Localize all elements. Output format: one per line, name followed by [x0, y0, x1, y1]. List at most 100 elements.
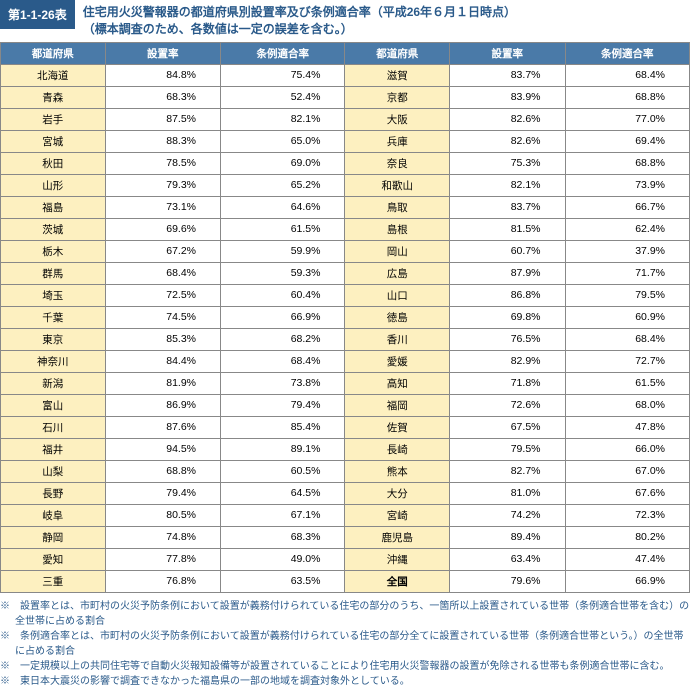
title-line-1: 住宅用火災警報器の都道府県別設置率及び条例適合率（平成26年６月１日時点）	[83, 4, 516, 21]
pref-cell: 富山	[1, 394, 106, 416]
pref-cell: 長野	[1, 482, 106, 504]
rate2-cell: 49.0%	[221, 548, 345, 570]
rate1-cell: 82.6%	[450, 130, 566, 152]
col-pref-left: 都道府県	[1, 42, 106, 64]
rate2-cell: 69.4%	[565, 130, 690, 152]
pref-cell: 宮崎	[345, 504, 450, 526]
pref-cell: 和歌山	[345, 174, 450, 196]
col-rate2-right: 条例適合率	[565, 42, 690, 64]
pref-cell: 岐阜	[1, 504, 106, 526]
col-pref-right: 都道府県	[345, 42, 450, 64]
pref-cell: 大分	[345, 482, 450, 504]
rate2-cell: 66.7%	[565, 196, 690, 218]
pref-cell: 三重	[1, 570, 106, 592]
rate2-cell: 59.9%	[221, 240, 345, 262]
rate2-cell: 82.1%	[221, 108, 345, 130]
rate2-cell: 63.5%	[221, 570, 345, 592]
rate2-cell: 72.3%	[565, 504, 690, 526]
rate1-cell: 74.2%	[450, 504, 566, 526]
title-line-2: （標本調査のため、各数値は一定の誤差を含む。）	[83, 21, 516, 38]
pref-cell: 秋田	[1, 152, 106, 174]
pref-cell: 愛知	[1, 548, 106, 570]
rate1-cell: 83.7%	[450, 64, 566, 86]
rate2-cell: 64.5%	[221, 482, 345, 504]
rate2-cell: 77.0%	[565, 108, 690, 130]
pref-cell: 福井	[1, 438, 106, 460]
rate2-cell: 68.2%	[221, 328, 345, 350]
rate2-cell: 66.9%	[221, 306, 345, 328]
pref-cell: 全国	[345, 570, 450, 592]
rate2-cell: 68.4%	[221, 350, 345, 372]
rate2-cell: 60.5%	[221, 460, 345, 482]
rate2-cell: 67.0%	[565, 460, 690, 482]
rate1-cell: 86.8%	[450, 284, 566, 306]
pref-cell: 広島	[345, 262, 450, 284]
rate1-cell: 68.3%	[105, 86, 221, 108]
pref-cell: 岩手	[1, 108, 106, 130]
rate1-cell: 87.6%	[105, 416, 221, 438]
rate1-cell: 87.5%	[105, 108, 221, 130]
rate2-cell: 65.0%	[221, 130, 345, 152]
rate2-cell: 68.0%	[565, 394, 690, 416]
pref-cell: 熊本	[345, 460, 450, 482]
pref-cell: 茨城	[1, 218, 106, 240]
rate2-cell: 85.4%	[221, 416, 345, 438]
pref-cell: 高知	[345, 372, 450, 394]
rate1-cell: 74.8%	[105, 526, 221, 548]
pref-cell: 京都	[345, 86, 450, 108]
rate2-cell: 71.7%	[565, 262, 690, 284]
footnotes: ※ 設置率とは、市町村の火災予防条例において設置が義務付けられている住宅の部分の…	[0, 599, 690, 689]
pref-cell: 静岡	[1, 526, 106, 548]
pref-cell: 島根	[345, 218, 450, 240]
pref-cell: 山形	[1, 174, 106, 196]
pref-cell: 北海道	[1, 64, 106, 86]
rate2-cell: 89.1%	[221, 438, 345, 460]
rate2-cell: 68.4%	[565, 328, 690, 350]
rate1-cell: 84.8%	[105, 64, 221, 86]
rate1-cell: 86.9%	[105, 394, 221, 416]
pref-cell: 青森	[1, 86, 106, 108]
rate1-cell: 85.3%	[105, 328, 221, 350]
rate2-cell: 68.3%	[221, 526, 345, 548]
rate1-cell: 79.4%	[105, 482, 221, 504]
rate1-cell: 83.7%	[450, 196, 566, 218]
col-rate1-left: 設置率	[105, 42, 221, 64]
rate2-cell: 67.6%	[565, 482, 690, 504]
rate1-cell: 60.7%	[450, 240, 566, 262]
rate1-cell: 81.5%	[450, 218, 566, 240]
pref-cell: 香川	[345, 328, 450, 350]
rate2-cell: 79.4%	[221, 394, 345, 416]
rate1-cell: 89.4%	[450, 526, 566, 548]
rate1-cell: 76.8%	[105, 570, 221, 592]
pref-cell: 滋賀	[345, 64, 450, 86]
rate1-cell: 88.3%	[105, 130, 221, 152]
rate2-cell: 79.5%	[565, 284, 690, 306]
rate2-cell: 72.7%	[565, 350, 690, 372]
rate1-cell: 78.5%	[105, 152, 221, 174]
rate1-cell: 79.3%	[105, 174, 221, 196]
col-rate1-right: 設置率	[450, 42, 566, 64]
pref-cell: 栃木	[1, 240, 106, 262]
rate1-cell: 63.4%	[450, 548, 566, 570]
rate1-cell: 68.8%	[105, 460, 221, 482]
rate2-cell: 75.4%	[221, 64, 345, 86]
pref-cell: 福岡	[345, 394, 450, 416]
rate2-cell: 60.4%	[221, 284, 345, 306]
rate1-cell: 82.6%	[450, 108, 566, 130]
rate2-cell: 68.4%	[565, 64, 690, 86]
pref-cell: 神奈川	[1, 350, 106, 372]
rate2-cell: 73.9%	[565, 174, 690, 196]
pref-cell: 愛媛	[345, 350, 450, 372]
rate1-cell: 82.1%	[450, 174, 566, 196]
rate1-cell: 72.5%	[105, 284, 221, 306]
rate2-cell: 60.9%	[565, 306, 690, 328]
rate2-cell: 73.8%	[221, 372, 345, 394]
rate2-cell: 59.3%	[221, 262, 345, 284]
rate2-cell: 69.0%	[221, 152, 345, 174]
rate2-cell: 61.5%	[565, 372, 690, 394]
pref-cell: 新潟	[1, 372, 106, 394]
rate1-cell: 67.5%	[450, 416, 566, 438]
rate2-cell: 37.9%	[565, 240, 690, 262]
rate2-cell: 61.5%	[221, 218, 345, 240]
rate1-cell: 81.0%	[450, 482, 566, 504]
